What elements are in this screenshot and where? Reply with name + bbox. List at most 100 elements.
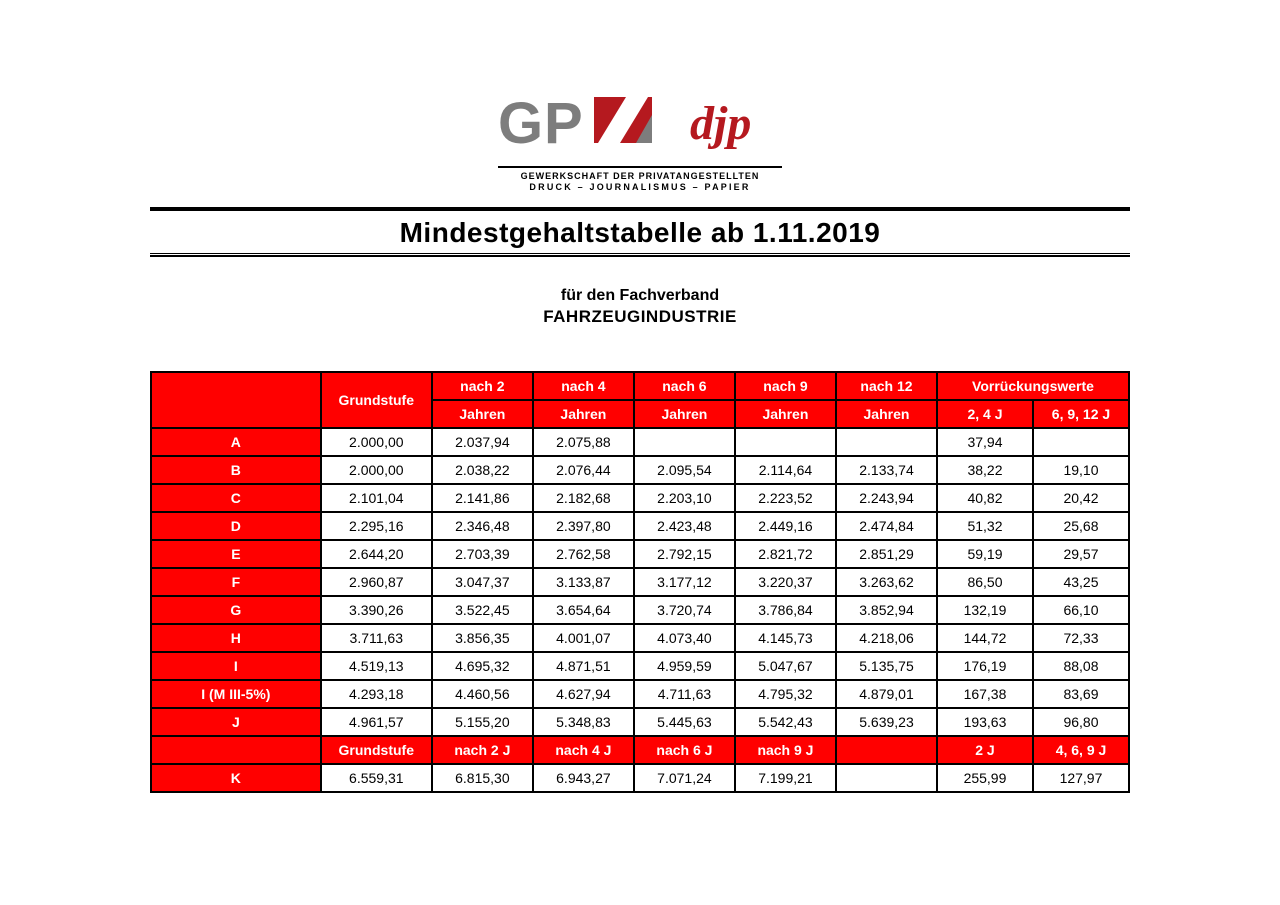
svg-text:djp: djp (690, 97, 751, 150)
cell-v2: 19,10 (1033, 456, 1129, 484)
row-label: H (151, 624, 321, 652)
cell-n6: 4.959,59 (634, 652, 735, 680)
cell-n2: 2.038,22 (432, 456, 533, 484)
row-label: A (151, 428, 321, 456)
cell-n6: 5.445,63 (634, 708, 735, 736)
header-jahren-9: Jahren (735, 400, 836, 428)
logo-tagline-1: GEWERKSCHAFT DER PRIVATANGESTELLTEN (498, 166, 782, 181)
cell-n9: 2.223,52 (735, 484, 836, 512)
cell-n12: 2.474,84 (836, 512, 937, 540)
cell-n2: 4.695,32 (432, 652, 533, 680)
cell-v2: 66,10 (1033, 596, 1129, 624)
subtitle-line-2: FAHRZEUGINDUSTRIE (150, 307, 1130, 327)
logo-tagline-2: DRUCK – JOURNALISMUS – PAPIER (498, 182, 782, 192)
cell-grund: 2.644,20 (321, 540, 432, 568)
cell-n9: 7.199,21 (735, 764, 836, 792)
table-row: J4.961,575.155,205.348,835.445,635.542,4… (151, 708, 1129, 736)
cell-n6: 2.095,54 (634, 456, 735, 484)
cell-v2: 72,33 (1033, 624, 1129, 652)
header-corner (151, 372, 321, 428)
cell-n4: 4.871,51 (533, 652, 634, 680)
cell-grund: 2.000,00 (321, 456, 432, 484)
cell-v2: 29,57 (1033, 540, 1129, 568)
cell-n9 (735, 428, 836, 456)
row-label: C (151, 484, 321, 512)
cell-v1: 176,19 (937, 652, 1033, 680)
cell-v1: 86,50 (937, 568, 1033, 596)
cell-n12: 2.851,29 (836, 540, 937, 568)
cell-n6: 2.792,15 (634, 540, 735, 568)
cell-n12: 3.263,62 (836, 568, 937, 596)
cell-n12 (836, 428, 937, 456)
cell-n12: 2.243,94 (836, 484, 937, 512)
header-v24: 2, 4 J (937, 400, 1033, 428)
cell-grund: 3.711,63 (321, 624, 432, 652)
cell-n12: 4.218,06 (836, 624, 937, 652)
cell-n12: 5.135,75 (836, 652, 937, 680)
cell-grund: 4.961,57 (321, 708, 432, 736)
header-nach12: nach 12 (836, 372, 937, 400)
table-row: A2.000,002.037,942.075,8837,94 (151, 428, 1129, 456)
cell-v2 (1033, 428, 1129, 456)
cell-grund: 4.293,18 (321, 680, 432, 708)
cell-n6 (634, 428, 735, 456)
rule-double (150, 253, 1130, 257)
cell-n12: 5.639,23 (836, 708, 937, 736)
cell-n9: 4.795,32 (735, 680, 836, 708)
table-row: E2.644,202.703,392.762,582.792,152.821,7… (151, 540, 1129, 568)
cell-v1: 255,99 (937, 764, 1033, 792)
cell-n12 (836, 764, 937, 792)
mid-header-n4: nach 4 J (533, 736, 634, 764)
header-jahren-2: Jahren (432, 400, 533, 428)
row-label: J (151, 708, 321, 736)
cell-v2: 43,25 (1033, 568, 1129, 596)
cell-grund: 2.960,87 (321, 568, 432, 596)
cell-v2: 20,42 (1033, 484, 1129, 512)
header-nach9: nach 9 (735, 372, 836, 400)
cell-v2: 83,69 (1033, 680, 1129, 708)
cell-n12: 4.879,01 (836, 680, 937, 708)
cell-n9: 3.786,84 (735, 596, 836, 624)
header-nach2: nach 2 (432, 372, 533, 400)
cell-grund: 2.295,16 (321, 512, 432, 540)
row-label: K (151, 764, 321, 792)
cell-n6: 3.177,12 (634, 568, 735, 596)
table-row: K 6.559,31 6.815,30 6.943,27 7.071,24 7.… (151, 764, 1129, 792)
rule-top (150, 207, 1130, 211)
cell-v2: 96,80 (1033, 708, 1129, 736)
page-title: Mindestgehaltstabelle ab 1.11.2019 (150, 217, 1130, 249)
mid-header-v2: 4, 6, 9 J (1033, 736, 1129, 764)
mid-header-n12 (836, 736, 937, 764)
cell-v1: 38,22 (937, 456, 1033, 484)
cell-n2: 2.346,48 (432, 512, 533, 540)
cell-v1: 51,32 (937, 512, 1033, 540)
row-label: E (151, 540, 321, 568)
svg-text:P: P (544, 95, 583, 156)
header-vorr: Vorrückungswerte (937, 372, 1129, 400)
mid-header-n6: nach 6 J (634, 736, 735, 764)
header-v6912: 6, 9, 12 J (1033, 400, 1129, 428)
row-label: D (151, 512, 321, 540)
cell-n4: 2.762,58 (533, 540, 634, 568)
row-label: I (151, 652, 321, 680)
table-row: I4.519,134.695,324.871,514.959,595.047,6… (151, 652, 1129, 680)
cell-v1: 37,94 (937, 428, 1033, 456)
cell-v1: 167,38 (937, 680, 1033, 708)
table-row: F2.960,873.047,373.133,873.177,123.220,3… (151, 568, 1129, 596)
mid-header-corner (151, 736, 321, 764)
header-jahren-6: Jahren (634, 400, 735, 428)
gpa-logo-icon: G P (498, 95, 678, 157)
cell-n2: 3.522,45 (432, 596, 533, 624)
mid-header-v1: 2 J (937, 736, 1033, 764)
cell-n4: 3.654,64 (533, 596, 634, 624)
cell-n2: 3.856,35 (432, 624, 533, 652)
row-label: B (151, 456, 321, 484)
document-page: G P djp GEWERKSCHAFT DER PRIVATANGESTELL… (0, 0, 1280, 793)
cell-n4: 2.397,80 (533, 512, 634, 540)
cell-n2: 3.047,37 (432, 568, 533, 596)
cell-n2: 5.155,20 (432, 708, 533, 736)
row-label: I (M III-5%) (151, 680, 321, 708)
header-grundstufe: Grundstufe (321, 372, 432, 428)
table-row: B2.000,002.038,222.076,442.095,542.114,6… (151, 456, 1129, 484)
cell-v1: 193,63 (937, 708, 1033, 736)
